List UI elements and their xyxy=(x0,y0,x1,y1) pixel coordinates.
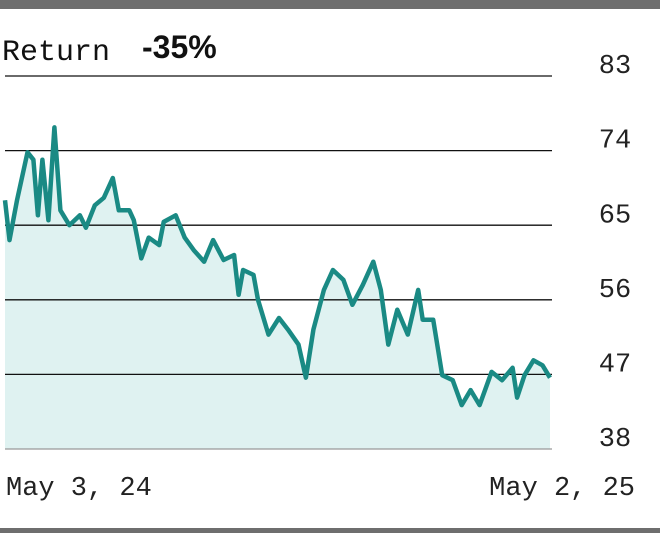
x-tick-label: May 3, 24 xyxy=(6,474,152,504)
top-bar xyxy=(0,0,660,9)
x-tick-label: May 2, 25 xyxy=(489,474,635,504)
chart-title: Return xyxy=(2,36,110,70)
y-tick-label: 38 xyxy=(599,425,631,455)
area xyxy=(5,127,550,450)
y-tick-label: 65 xyxy=(599,201,631,231)
y-tick-label: 74 xyxy=(599,127,631,157)
plot xyxy=(2,75,552,450)
y-tick-label: 47 xyxy=(599,351,631,381)
y-tick-label: 83 xyxy=(599,52,631,82)
y-tick-label: 56 xyxy=(599,276,631,306)
line xyxy=(2,125,552,408)
bottom-bar xyxy=(0,528,660,533)
return-annotation: -35% xyxy=(142,29,217,65)
